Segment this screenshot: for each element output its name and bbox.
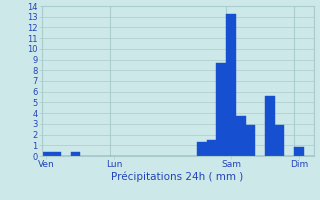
Bar <box>207 140 216 156</box>
Bar <box>246 125 255 156</box>
Bar <box>51 152 61 156</box>
Bar <box>226 14 236 156</box>
Bar <box>265 96 275 156</box>
Bar <box>42 152 51 156</box>
Bar <box>71 152 80 156</box>
Bar <box>294 147 304 156</box>
Bar <box>236 116 246 156</box>
Bar <box>216 63 226 156</box>
Bar <box>197 142 207 156</box>
X-axis label: Précipitations 24h ( mm ): Précipitations 24h ( mm ) <box>111 172 244 182</box>
Bar <box>275 125 284 156</box>
